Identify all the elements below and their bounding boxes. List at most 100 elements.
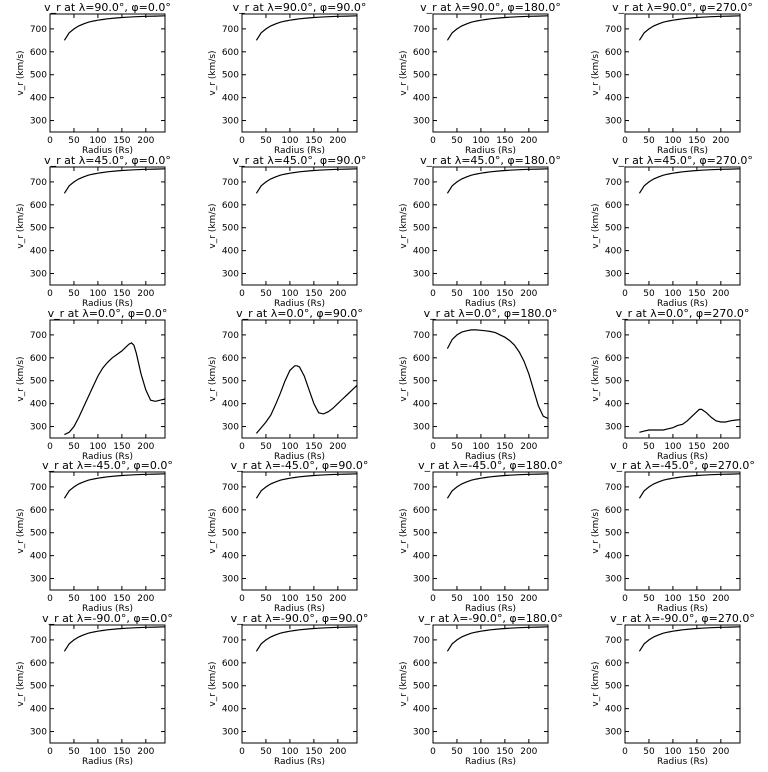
- axes-frame: [241, 13, 358, 133]
- velocity-line: [446, 15, 549, 41]
- x-axis-label: Radius (Rs): [657, 299, 708, 309]
- subplot-title: v_r at λ=-45.0°, φ=90.0°: [231, 459, 369, 472]
- x-tick-label: 200: [712, 442, 729, 452]
- y-axis-label: v_r (km/s): [399, 356, 409, 401]
- x-tick-label: 0: [622, 289, 628, 299]
- axes-frame: [624, 13, 741, 133]
- y-tick-label: 400: [605, 400, 622, 410]
- x-tick-label: 100: [664, 136, 681, 146]
- x-tick-label: 50: [643, 289, 655, 299]
- subplot-title: v_r at λ=45.0°, φ=90.0°: [233, 154, 367, 167]
- subplot-title: v_r at λ=-90.0°, φ=180.0°: [418, 612, 563, 625]
- y-tick-label: 300: [413, 575, 430, 585]
- y-axis-label: v_r (km/s): [208, 50, 218, 95]
- y-tick-label: 300: [222, 117, 239, 127]
- x-axis-label: Radius (Rs): [82, 452, 133, 462]
- x-tick-label: 50: [68, 594, 80, 604]
- y-axis-label: v_r (km/s): [399, 50, 409, 95]
- subplot: v_r at λ=0.0°, φ=180.0° 0 50 100 150 200 300 40…: [399, 307, 557, 462]
- x-tick-label: 200: [329, 289, 346, 299]
- y-tick-label: 400: [30, 94, 47, 104]
- y-tick-label: 700: [222, 483, 239, 493]
- y-tick-label: 500: [605, 377, 622, 387]
- x-tick-label: 50: [451, 442, 463, 452]
- x-tick-label: 100: [89, 594, 106, 604]
- y-tick-label: 600: [30, 659, 47, 669]
- velocity-line: [446, 473, 549, 499]
- subplot: v_r at λ=-90.0°, φ=90.0° 0 50 100 150 200 300 4…: [208, 612, 368, 767]
- x-tick-label: 200: [137, 289, 154, 299]
- velocity-line: [63, 626, 166, 652]
- x-axis-label: Radius (Rs): [274, 146, 325, 156]
- y-axis-label: v_r (km/s): [591, 50, 601, 95]
- velocity-line: [255, 15, 358, 41]
- axes-frame: [49, 13, 166, 133]
- x-tick-label: 100: [664, 594, 681, 604]
- velocity-line: [446, 329, 549, 420]
- velocity-line: [255, 168, 358, 194]
- subplot: v_r at λ=-45.0°, φ=180.0° 0 50 100 150 200 300…: [399, 459, 563, 614]
- subplot: v_r at λ=45.0°, φ=0.0° 0 50 100 150 200 300 400…: [16, 154, 171, 309]
- y-tick-label: 300: [30, 728, 47, 738]
- velocity-line: [63, 168, 166, 194]
- y-tick-label: 400: [605, 94, 622, 104]
- velocity-line: [64, 342, 166, 436]
- y-tick-label: 400: [413, 94, 430, 104]
- y-tick-label: 700: [222, 25, 239, 35]
- subplot-title: v_r at λ=45.0°, φ=270.0°: [612, 154, 753, 167]
- y-tick-label: 700: [413, 483, 430, 493]
- x-tick-label: 50: [643, 594, 655, 604]
- x-tick-label: 0: [47, 442, 53, 452]
- x-tick-label: 100: [89, 136, 106, 146]
- x-tick-label: 150: [305, 442, 322, 452]
- y-tick-label: 600: [30, 201, 47, 211]
- y-tick-label: 500: [222, 529, 239, 539]
- y-tick-label: 300: [222, 423, 239, 433]
- x-tick-label: 150: [496, 747, 513, 757]
- axes-frame: [624, 471, 741, 591]
- x-axis-label: Radius (Rs): [657, 604, 708, 614]
- x-tick-label: 100: [472, 442, 489, 452]
- subplot-title: v_r at λ=90.0°, φ=270.0°: [612, 1, 753, 14]
- x-tick-label: 200: [520, 136, 537, 146]
- y-tick-label: 600: [30, 354, 47, 364]
- x-axis-label: Radius (Rs): [465, 299, 516, 309]
- y-tick-label: 600: [605, 354, 622, 364]
- subplot: v_r at λ=45.0°, φ=270.0° 0 50 100 150 200 300 4…: [591, 154, 753, 309]
- y-tick-label: 300: [30, 423, 47, 433]
- axes-frame: [432, 624, 549, 744]
- x-tick-label: 150: [305, 747, 322, 757]
- x-tick-label: 50: [68, 442, 80, 452]
- x-axis-label: Radius (Rs): [465, 452, 516, 462]
- x-axis-label: Radius (Rs): [657, 452, 708, 462]
- x-tick-label: 50: [260, 289, 272, 299]
- x-tick-label: 200: [712, 594, 729, 604]
- y-tick-label: 400: [413, 552, 430, 562]
- y-tick-label: 400: [413, 247, 430, 257]
- x-tick-label: 0: [622, 136, 628, 146]
- y-tick-label: 500: [605, 224, 622, 234]
- subplot-title: v_r at λ=-90.0°, φ=90.0°: [231, 612, 369, 625]
- axes-frame: [432, 319, 549, 439]
- subplot: v_r at λ=-90.0°, φ=270.0° 0 50 100 150 200 300…: [591, 612, 755, 767]
- x-tick-label: 150: [113, 136, 130, 146]
- subplot-title: v_r at λ=0.0°, φ=180.0°: [424, 307, 558, 320]
- x-tick-label: 150: [305, 594, 322, 604]
- x-tick-label: 50: [451, 136, 463, 146]
- y-tick-label: 700: [413, 178, 430, 188]
- x-tick-label: 150: [113, 747, 130, 757]
- x-tick-label: 100: [472, 289, 489, 299]
- velocity-line: [63, 473, 166, 499]
- x-tick-label: 150: [688, 747, 705, 757]
- x-tick-label: 100: [89, 442, 106, 452]
- y-axis-label: v_r (km/s): [591, 508, 601, 553]
- y-tick-label: 500: [30, 224, 47, 234]
- y-tick-label: 300: [413, 270, 430, 280]
- x-tick-label: 50: [451, 747, 463, 757]
- y-tick-label: 700: [605, 636, 622, 646]
- y-tick-label: 700: [222, 636, 239, 646]
- x-tick-label: 100: [281, 289, 298, 299]
- y-axis-label: v_r (km/s): [399, 661, 409, 706]
- y-tick-label: 400: [605, 552, 622, 562]
